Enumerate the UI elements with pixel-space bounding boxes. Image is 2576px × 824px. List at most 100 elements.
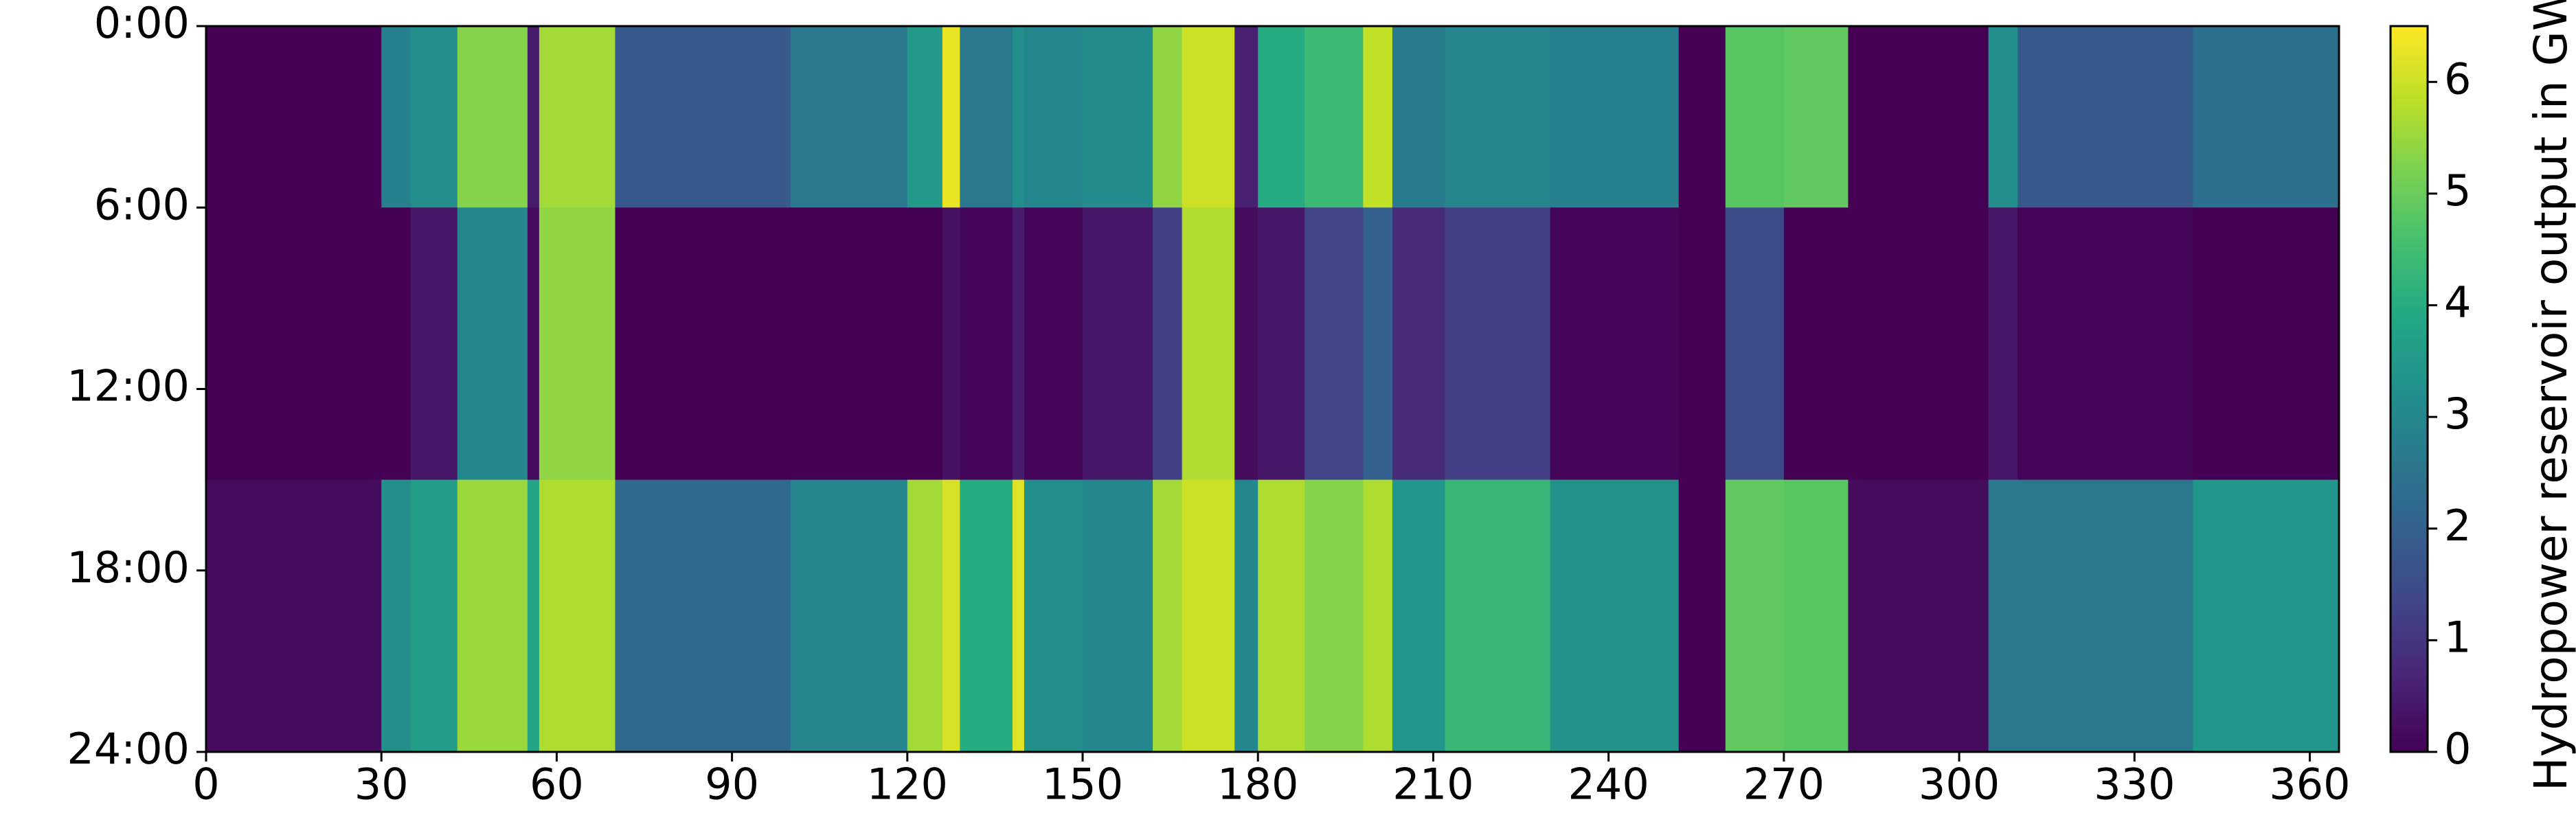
heatmap-cell-10-evening	[960, 479, 1013, 753]
x-tick-label: 60	[530, 759, 584, 809]
heatmap-cell-8-night	[907, 26, 943, 208]
heatmap-cell-17-day	[1258, 207, 1305, 481]
x-tick-label: 30	[354, 759, 409, 809]
heatmap-cell-5-evening	[539, 479, 616, 753]
heatmap-cell-7-evening	[790, 479, 908, 753]
heatmap-cell-28-day	[2018, 207, 2193, 481]
y-tick-label: 18:00	[67, 542, 190, 593]
heatmap-cell-2-evening	[410, 479, 458, 753]
heatmap-cell-1-evening	[381, 479, 411, 753]
heatmap-cell-20-day	[1392, 207, 1446, 481]
heatmap-cell-4-night	[527, 26, 540, 208]
heatmap-cell-10-night	[960, 26, 1013, 208]
heatmap-cell-12-evening	[1024, 479, 1083, 753]
heatmap-cell-26-day	[1848, 207, 1989, 481]
colorbar-gradient	[2391, 26, 2428, 752]
heatmap-cell-13-day	[1083, 207, 1153, 481]
heatmap-cell-21-night	[1445, 26, 1551, 208]
x-tick-label: 210	[1392, 759, 1473, 809]
heatmap-cell-11-evening	[1012, 479, 1025, 753]
heatmap-cell-4-evening	[527, 479, 540, 753]
y-tick-label: 12:00	[67, 361, 190, 411]
heatmap-cell-26-evening	[1848, 479, 1989, 753]
y-tick-label: 24:00	[67, 724, 190, 774]
heatmap-cell-1-night	[381, 26, 411, 208]
x-tick-label: 240	[1568, 759, 1649, 809]
heatmap-cell-24-night	[1725, 26, 1785, 208]
x-axis: 0 30 60 90 120 150 180 210 240 270 300 330 360	[192, 752, 2351, 809]
colorbar-tick-label: 2	[2444, 501, 2471, 551]
heatmap-cell-3-day	[457, 207, 528, 481]
heatmap-cell-25-night	[1783, 26, 1849, 208]
heatmap-cell-29-day	[2193, 207, 2340, 481]
heatmap-cell-28-evening	[2018, 479, 2193, 753]
heatmap-cell-23-night	[1678, 26, 1726, 208]
colorbar-tick-label: 0	[2444, 724, 2471, 774]
heatmap-cell-6-night	[615, 26, 791, 208]
heatmap-cell-9-day	[942, 207, 960, 481]
heatmap-cell-15-day	[1182, 207, 1235, 481]
x-tick-label: 180	[1217, 759, 1298, 809]
heatmap-cell-8-evening	[907, 479, 943, 753]
heatmap-cell-21-evening	[1445, 479, 1551, 753]
heatmap-cell-0-night	[206, 26, 382, 208]
heatmap-cell-7-day	[790, 207, 908, 481]
heatmap-cell-2-night	[410, 26, 458, 208]
heatmap-cell-1-day	[381, 207, 411, 481]
x-tick-label: 150	[1042, 759, 1123, 809]
heatmap-cell-14-day	[1153, 207, 1183, 481]
heatmap-cell-29-night	[2193, 26, 2340, 208]
colorbar: 0 1 2 3 4 5 6 Hydropower reservoir output in G…	[2389, 0, 2576, 791]
heatmap-cell-19-evening	[1363, 479, 1393, 753]
heatmap-cell-24-day	[1725, 207, 1785, 481]
x-tick-label: 90	[705, 759, 759, 809]
y-tick-label: 6:00	[94, 179, 190, 229]
x-tick-label: 300	[1919, 759, 2000, 809]
colorbar-tick-label: 1	[2444, 612, 2471, 662]
heatmap-cell-21-day	[1445, 207, 1551, 481]
heatmap-cell-3-night	[457, 26, 528, 208]
heatmap-cell-19-night	[1363, 26, 1393, 208]
colorbar-tick-label: 3	[2444, 389, 2471, 439]
x-tick-label: 360	[2269, 759, 2350, 809]
heatmap-cell-11-night	[1012, 26, 1025, 208]
colorbar-label: Hydropower reservoir output in GW	[2524, 0, 2576, 791]
heatmap-cell-17-evening	[1258, 479, 1305, 753]
heatmap-cell-23-day	[1678, 207, 1726, 481]
heatmap-cell-27-day	[1988, 207, 2018, 481]
colorbar-tick-label: 5	[2444, 165, 2471, 216]
heatmap-cell-16-night	[1234, 26, 1258, 208]
heatmap-cell-27-evening	[1988, 479, 2018, 753]
heatmap-cell-13-night	[1083, 26, 1153, 208]
heatmap-cell-23-evening	[1678, 479, 1726, 753]
colorbar-tick-label: 4	[2444, 277, 2471, 328]
heatmap-cell-9-night	[942, 26, 960, 208]
colorbar-frame	[2389, 25, 2429, 753]
heatmap-cell-0-day	[206, 207, 382, 481]
heatmap-cell-12-night	[1024, 26, 1083, 208]
heatmap-cell-25-evening	[1783, 479, 1849, 753]
heatmap-cell-14-evening	[1153, 479, 1183, 753]
colorbar-ticks: 0 1 2 3 4 5 6	[2428, 54, 2471, 774]
heatmap-cell-26-night	[1848, 26, 1989, 208]
heatmap-cell-6-evening	[615, 479, 791, 753]
x-tick-label: 0	[192, 759, 219, 809]
y-tick-label: 0:00	[94, 0, 190, 48]
heatmap-cell-19-day	[1363, 207, 1393, 481]
heatmap-cell-14-night	[1153, 26, 1183, 208]
heatmap-cell-2-day	[410, 207, 458, 481]
heatmap-cell-25-day	[1783, 207, 1849, 481]
heatmap-cell-4-day	[527, 207, 540, 481]
heatmap-cell-22-night	[1550, 26, 1680, 208]
heatmap-cell-9-evening	[942, 479, 960, 753]
heatmap-cell-20-evening	[1392, 479, 1446, 753]
heatmap-cell-27-night	[1988, 26, 2018, 208]
heatmap-cell-16-day	[1234, 207, 1258, 481]
heatmap-cell-10-day	[960, 207, 1013, 481]
x-tick-label: 330	[2094, 759, 2175, 809]
heatmap-cell-5-day	[539, 207, 616, 481]
heatmap-cell-5-night	[539, 26, 616, 208]
heatmap-cells	[206, 26, 2340, 753]
heatmap-cell-6-day	[615, 207, 791, 481]
